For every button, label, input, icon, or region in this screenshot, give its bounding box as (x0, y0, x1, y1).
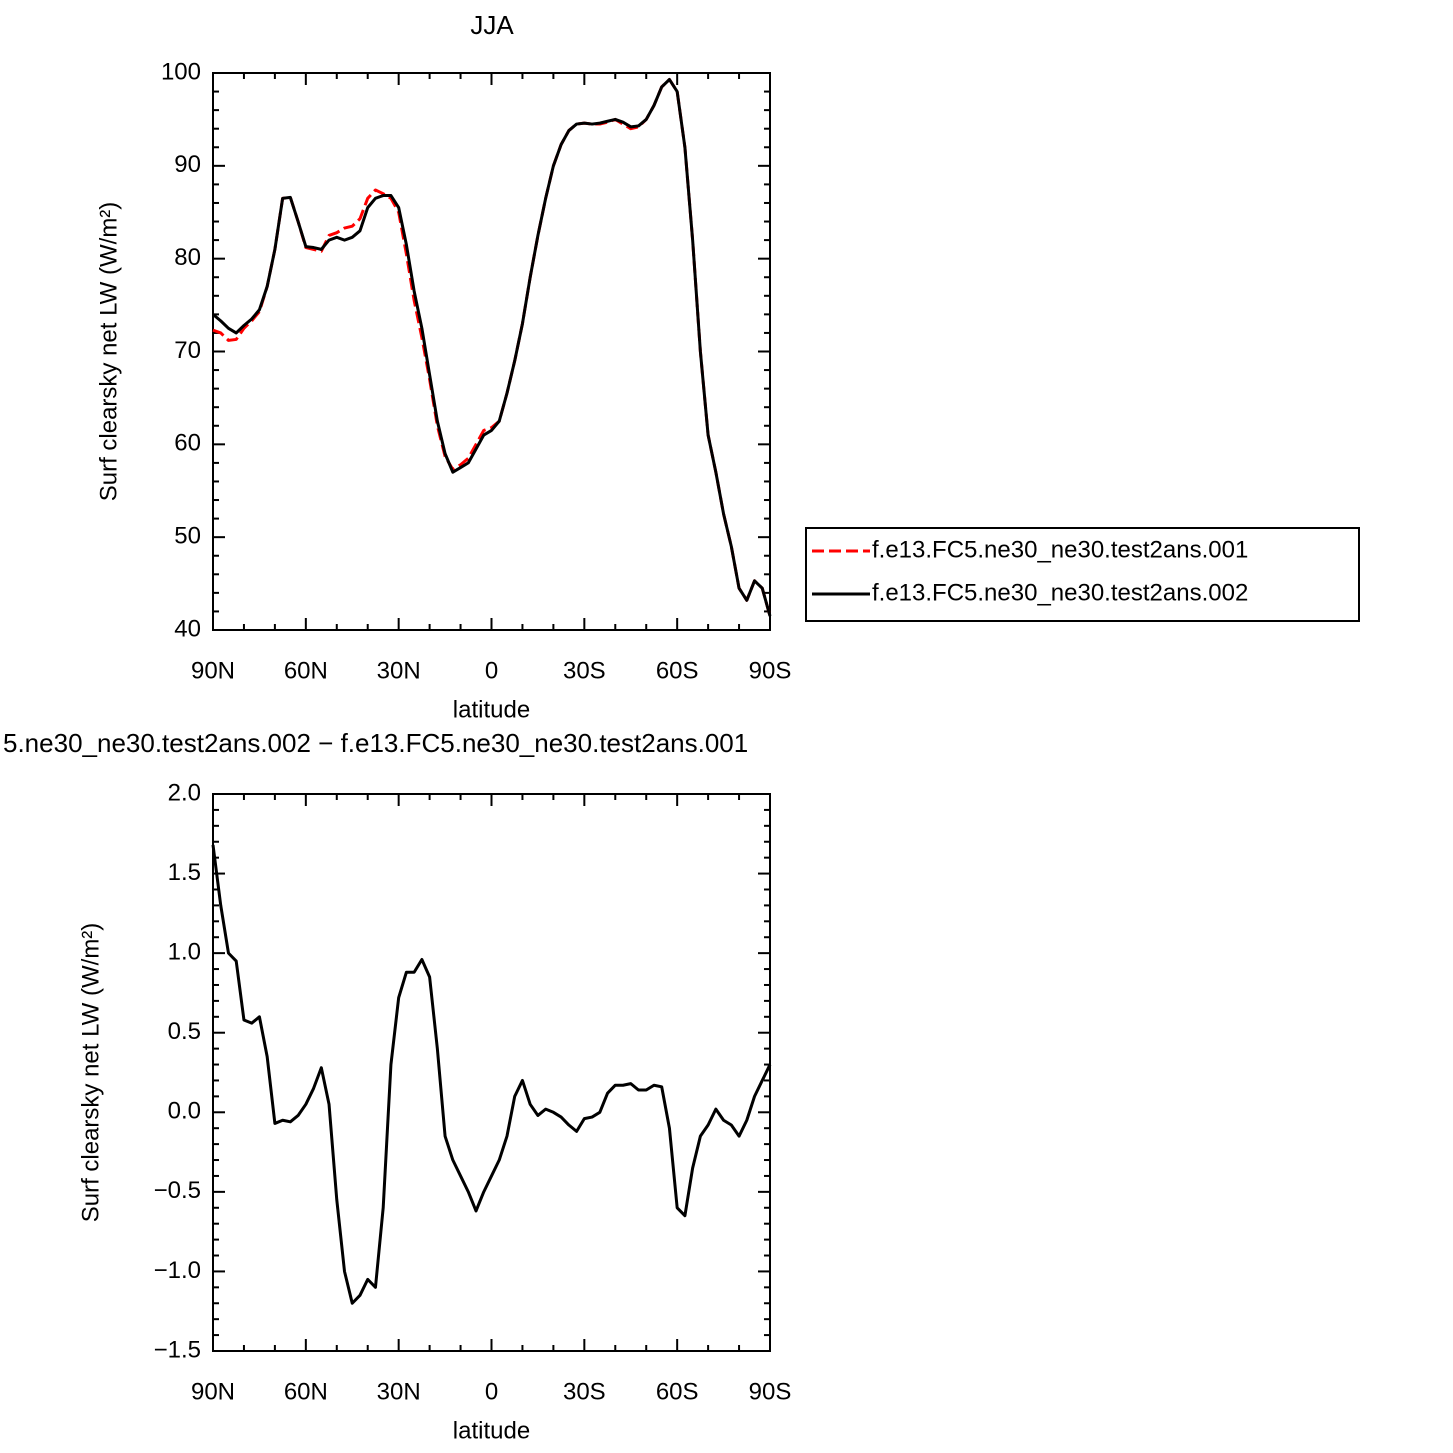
x-tick-label: 90N (191, 1378, 235, 1405)
x-tick-label: 30N (377, 1378, 421, 1405)
y-tick-label: 100 (161, 58, 201, 85)
x-tick-label: 60N (284, 657, 328, 684)
y-tick-label: −1.5 (154, 1336, 201, 1363)
y-tick-label: 40 (174, 615, 201, 642)
plot-frame (212, 793, 771, 1352)
y-tick-label: 0.5 (168, 1018, 201, 1045)
x-tick-label: 90S (749, 657, 792, 684)
y-tick-label: 80 (174, 244, 201, 271)
legend-label: f.e13.FC5.ne30_ne30.test2ans.001 (872, 536, 1248, 563)
data-line (211, 844, 772, 1305)
x-axis-label: latitude (453, 696, 530, 723)
x-tick-label: 0 (485, 657, 498, 684)
x-tick-label: 0 (485, 1378, 498, 1405)
y-tick-label: 70 (174, 337, 201, 364)
x-tick-label: 30S (563, 1378, 606, 1405)
x-tick-label: 60N (284, 1378, 328, 1405)
y-tick-label: 60 (174, 430, 201, 457)
y-tick-label: 1.0 (168, 938, 201, 965)
y-tick-label: 0.0 (168, 1098, 201, 1125)
x-tick-label: 60S (656, 1378, 699, 1405)
y-axis-label: Surf clearsky net LW (W/m²) (95, 202, 122, 502)
y-tick-label: 1.5 (168, 859, 201, 886)
x-tick-label: 60S (656, 657, 699, 684)
chart-title: 5.ne30_ne30.test2ans.002 − f.e13.FC5.ne3… (3, 728, 748, 758)
chart-title: JJA (470, 10, 514, 40)
x-tick-label: 90S (749, 1378, 792, 1405)
x-tick-label: 30S (563, 657, 606, 684)
y-tick-label: −0.5 (154, 1177, 201, 1204)
x-tick-label: 30N (377, 657, 421, 684)
y-tick-label: −1.0 (154, 1257, 201, 1284)
legend-box (805, 527, 1360, 622)
y-tick-label: 2.0 (168, 779, 201, 806)
x-axis-label: latitude (453, 1417, 530, 1444)
legend-label: f.e13.FC5.ne30_ne30.test2ans.002 (872, 579, 1248, 606)
y-axis-label: Surf clearsky net LW (W/m²) (77, 923, 104, 1223)
x-tick-label: 90N (191, 657, 235, 684)
data-line (212, 78, 772, 617)
y-tick-label: 50 (174, 523, 201, 550)
y-tick-label: 90 (174, 151, 201, 178)
